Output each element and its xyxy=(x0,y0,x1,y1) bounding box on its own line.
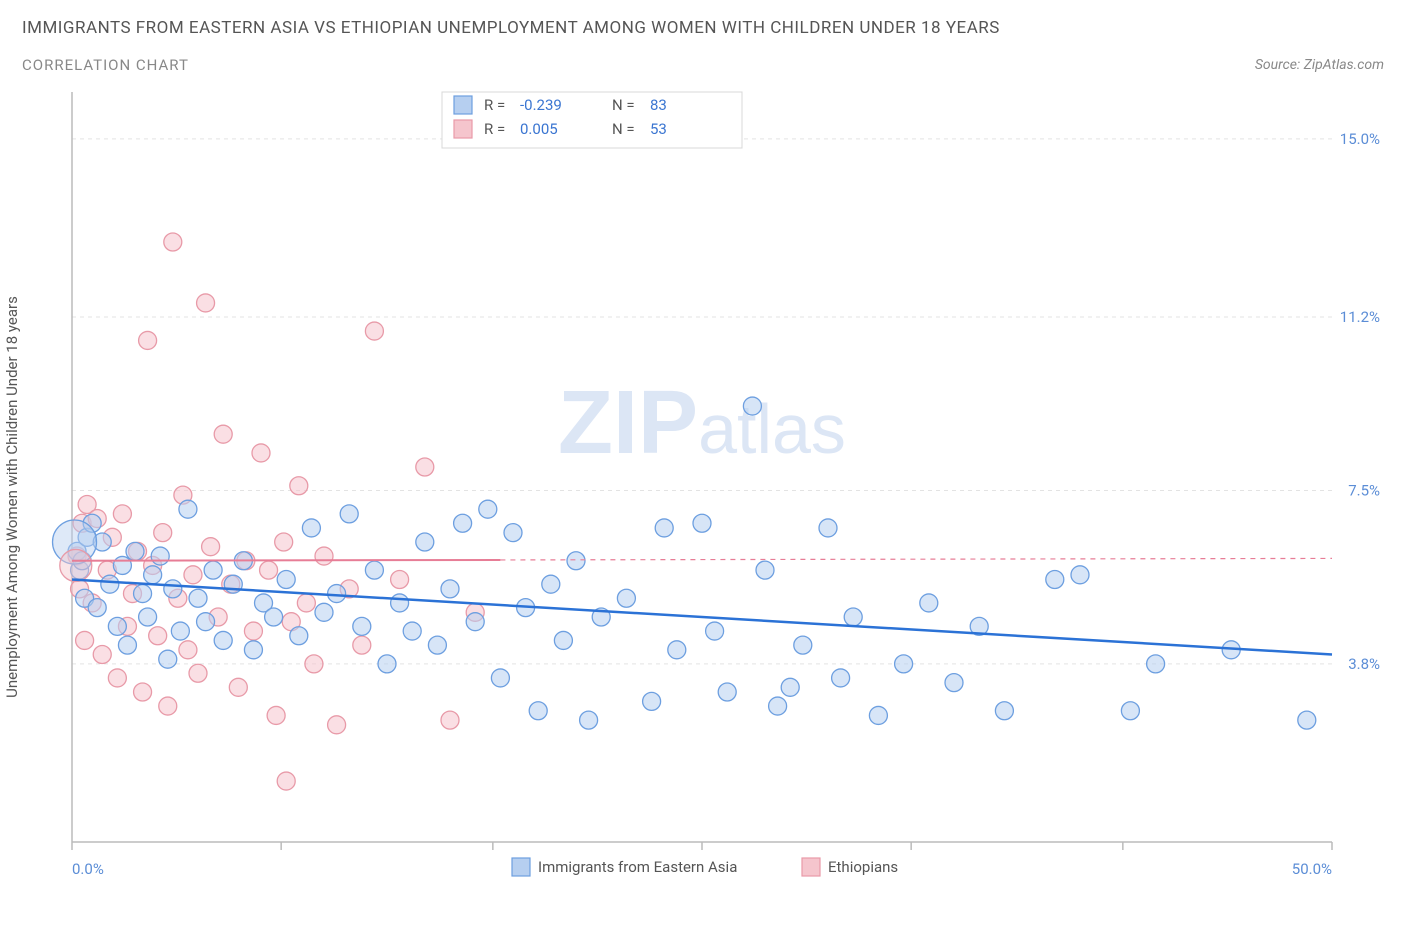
svg-text:7.5%: 7.5% xyxy=(1348,481,1380,499)
chart-title: IMMIGRANTS FROM EASTERN ASIA VS ETHIOPIA… xyxy=(22,18,1384,38)
source-label: Source: ZipAtlas.com xyxy=(1255,57,1384,73)
svg-text:R =: R = xyxy=(484,120,505,138)
svg-text:-0.239: -0.239 xyxy=(520,96,562,114)
svg-text:N =: N = xyxy=(612,120,635,138)
y-axis-label: Unemployment Among Women with Children U… xyxy=(3,296,21,698)
svg-text:Immigrants from Eastern Asia: Immigrants from Eastern Asia xyxy=(538,858,737,876)
svg-text:83: 83 xyxy=(650,96,667,114)
svg-text:ZIPatlas: ZIPatlas xyxy=(558,373,846,473)
svg-text:R =: R = xyxy=(484,96,505,114)
svg-text:11.2%: 11.2% xyxy=(1340,308,1380,326)
svg-text:50.0%: 50.0% xyxy=(1292,860,1332,878)
chart-subtitle: CORRELATION CHART xyxy=(22,56,189,74)
svg-text:0.005: 0.005 xyxy=(520,120,558,138)
svg-text:53: 53 xyxy=(650,120,667,138)
chart-area: Unemployment Among Women with Children U… xyxy=(22,82,1384,912)
scatter-chart-svg: 3.8% 7.5% 11.2% 15.0% ZIPatlas 0.0% 50.0% R = -0… xyxy=(22,82,1384,912)
svg-text:0.0%: 0.0% xyxy=(72,860,104,878)
svg-text:15.0%: 15.0% xyxy=(1340,130,1380,148)
svg-text:Ethiopians: Ethiopians xyxy=(828,858,898,876)
svg-text:3.8%: 3.8% xyxy=(1348,655,1380,673)
svg-text:N =: N = xyxy=(612,96,635,114)
subtitle-row: CORRELATION CHART Source: ZipAtlas.com xyxy=(22,56,1384,74)
